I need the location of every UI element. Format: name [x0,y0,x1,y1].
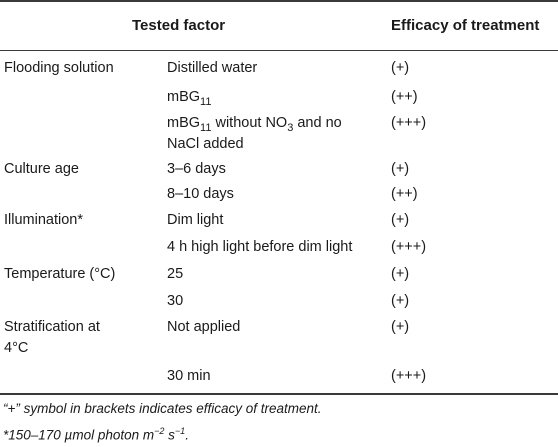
factor-stratification-temp: 4°C [4,340,29,356]
efficacy-value: (+) [391,266,410,282]
table-top-rule [0,0,558,2]
efficacy-value: (+) [391,212,410,228]
efficacy-value: (+++) [391,368,427,384]
level-nacl-added: NaCl added [167,136,244,152]
level-not-applied: Not applied [167,319,241,335]
level-high-light: 4 h high light before dim light [167,239,353,255]
footnote-illumination: *150–170 µmol photon m−2 s−1. [3,426,189,443]
efficacy-value: (+) [391,319,410,335]
level-distilled-water: Distilled water [167,60,258,76]
level-3-6-days: 3–6 days [167,161,226,177]
level-mbg11-without-no3: mBG11 without NO3 and no [167,115,342,134]
table-footnotes: “+” symbol in brackets indicates efficac… [3,398,322,447]
efficacy-value: (++) [391,89,418,105]
efficacy-value: (+) [391,293,410,309]
header-tested-factor: Tested factor [132,17,226,34]
efficacy-value: (+) [391,161,410,177]
factor-flooding-solution: Flooding solution [4,60,114,76]
factor-stratification: Stratification at [4,319,100,335]
efficacy-value: (+) [391,60,410,76]
footnote-efficacy-symbol: “+” symbol in brackets indicates efficac… [3,401,322,416]
header-efficacy: Efficacy of treatment [391,17,540,34]
level-30: 30 [167,293,184,309]
table-header-rule [0,50,558,51]
level-8-10-days: 8–10 days [167,186,234,202]
efficacy-value: (+++) [391,115,427,131]
level-dim-light: Dim light [167,212,224,228]
level-mbg11: mBG11 [167,89,212,108]
efficacy-value: (++) [391,186,418,202]
efficacy-value: (+++) [391,239,427,255]
factor-temperature: Temperature (°C) [4,266,116,282]
factor-culture-age: Culture age [4,161,79,177]
table-bottom-rule [0,393,558,395]
factor-illumination: Illumination* [4,212,83,228]
level-30-min: 30 min [167,368,211,384]
level-25: 25 [167,266,184,282]
